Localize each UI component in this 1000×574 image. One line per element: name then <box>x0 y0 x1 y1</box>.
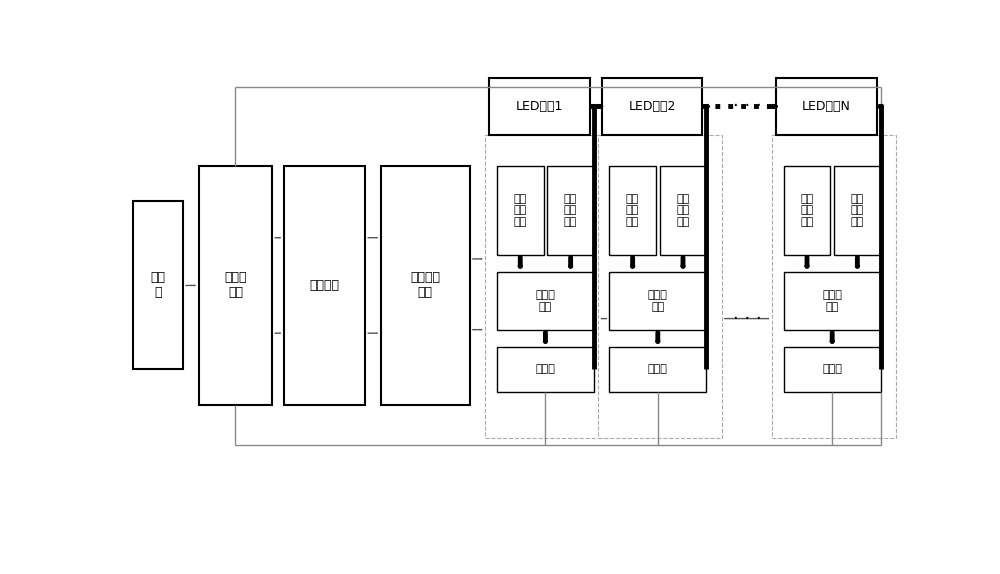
Bar <box>199 166 272 405</box>
Text: · · ·: · · · <box>733 98 761 115</box>
Bar <box>776 77 877 135</box>
Bar <box>485 135 609 438</box>
Bar <box>609 166 656 254</box>
Text: 基准
电压
单元: 基准 电压 单元 <box>564 193 577 227</box>
Text: 整流桥
电路: 整流桥 电路 <box>224 272 247 300</box>
Bar <box>381 166 470 405</box>
Bar <box>784 166 830 254</box>
Text: 调整管: 调整管 <box>648 364 668 374</box>
Text: 电流
采样
单元: 电流 采样 单元 <box>800 193 814 227</box>
Bar <box>489 77 590 135</box>
Bar <box>784 272 881 329</box>
Text: 逻辑控制
电路: 逻辑控制 电路 <box>410 272 440 300</box>
Text: LED网的2: LED网的2 <box>628 100 676 113</box>
Bar <box>497 166 544 254</box>
Text: LED网绚N: LED网绚N <box>802 100 851 113</box>
Bar <box>602 77 702 135</box>
Text: 正弦
波: 正弦 波 <box>150 272 165 300</box>
Text: LED网的1: LED网的1 <box>516 100 563 113</box>
Text: 基准
电压
单元: 基准 电压 单元 <box>851 193 864 227</box>
Text: 电流
采样
单元: 电流 采样 单元 <box>514 193 527 227</box>
Text: · · ·: · · · <box>733 309 761 328</box>
Text: 调整管: 调整管 <box>822 364 842 374</box>
Bar <box>609 347 706 391</box>
Text: 采样电路: 采样电路 <box>310 279 340 292</box>
Bar <box>497 272 594 329</box>
Bar <box>660 166 706 254</box>
Bar <box>609 272 706 329</box>
Bar <box>547 166 594 254</box>
Bar <box>772 135 896 438</box>
Text: 运算放
大器: 运算放 大器 <box>648 290 668 312</box>
Bar <box>834 166 881 254</box>
Text: 基准
电压
单元: 基准 电压 单元 <box>676 193 690 227</box>
Text: 电流
采样
单元: 电流 采样 单元 <box>626 193 639 227</box>
Bar <box>784 347 881 391</box>
Text: 调整管: 调整管 <box>536 364 555 374</box>
Bar <box>133 201 183 370</box>
Bar <box>284 166 365 405</box>
Text: 运算放
大器: 运算放 大器 <box>822 290 842 312</box>
Bar <box>497 347 594 391</box>
Text: 运算放
大器: 运算放 大器 <box>536 290 555 312</box>
Bar <box>598 135 722 438</box>
